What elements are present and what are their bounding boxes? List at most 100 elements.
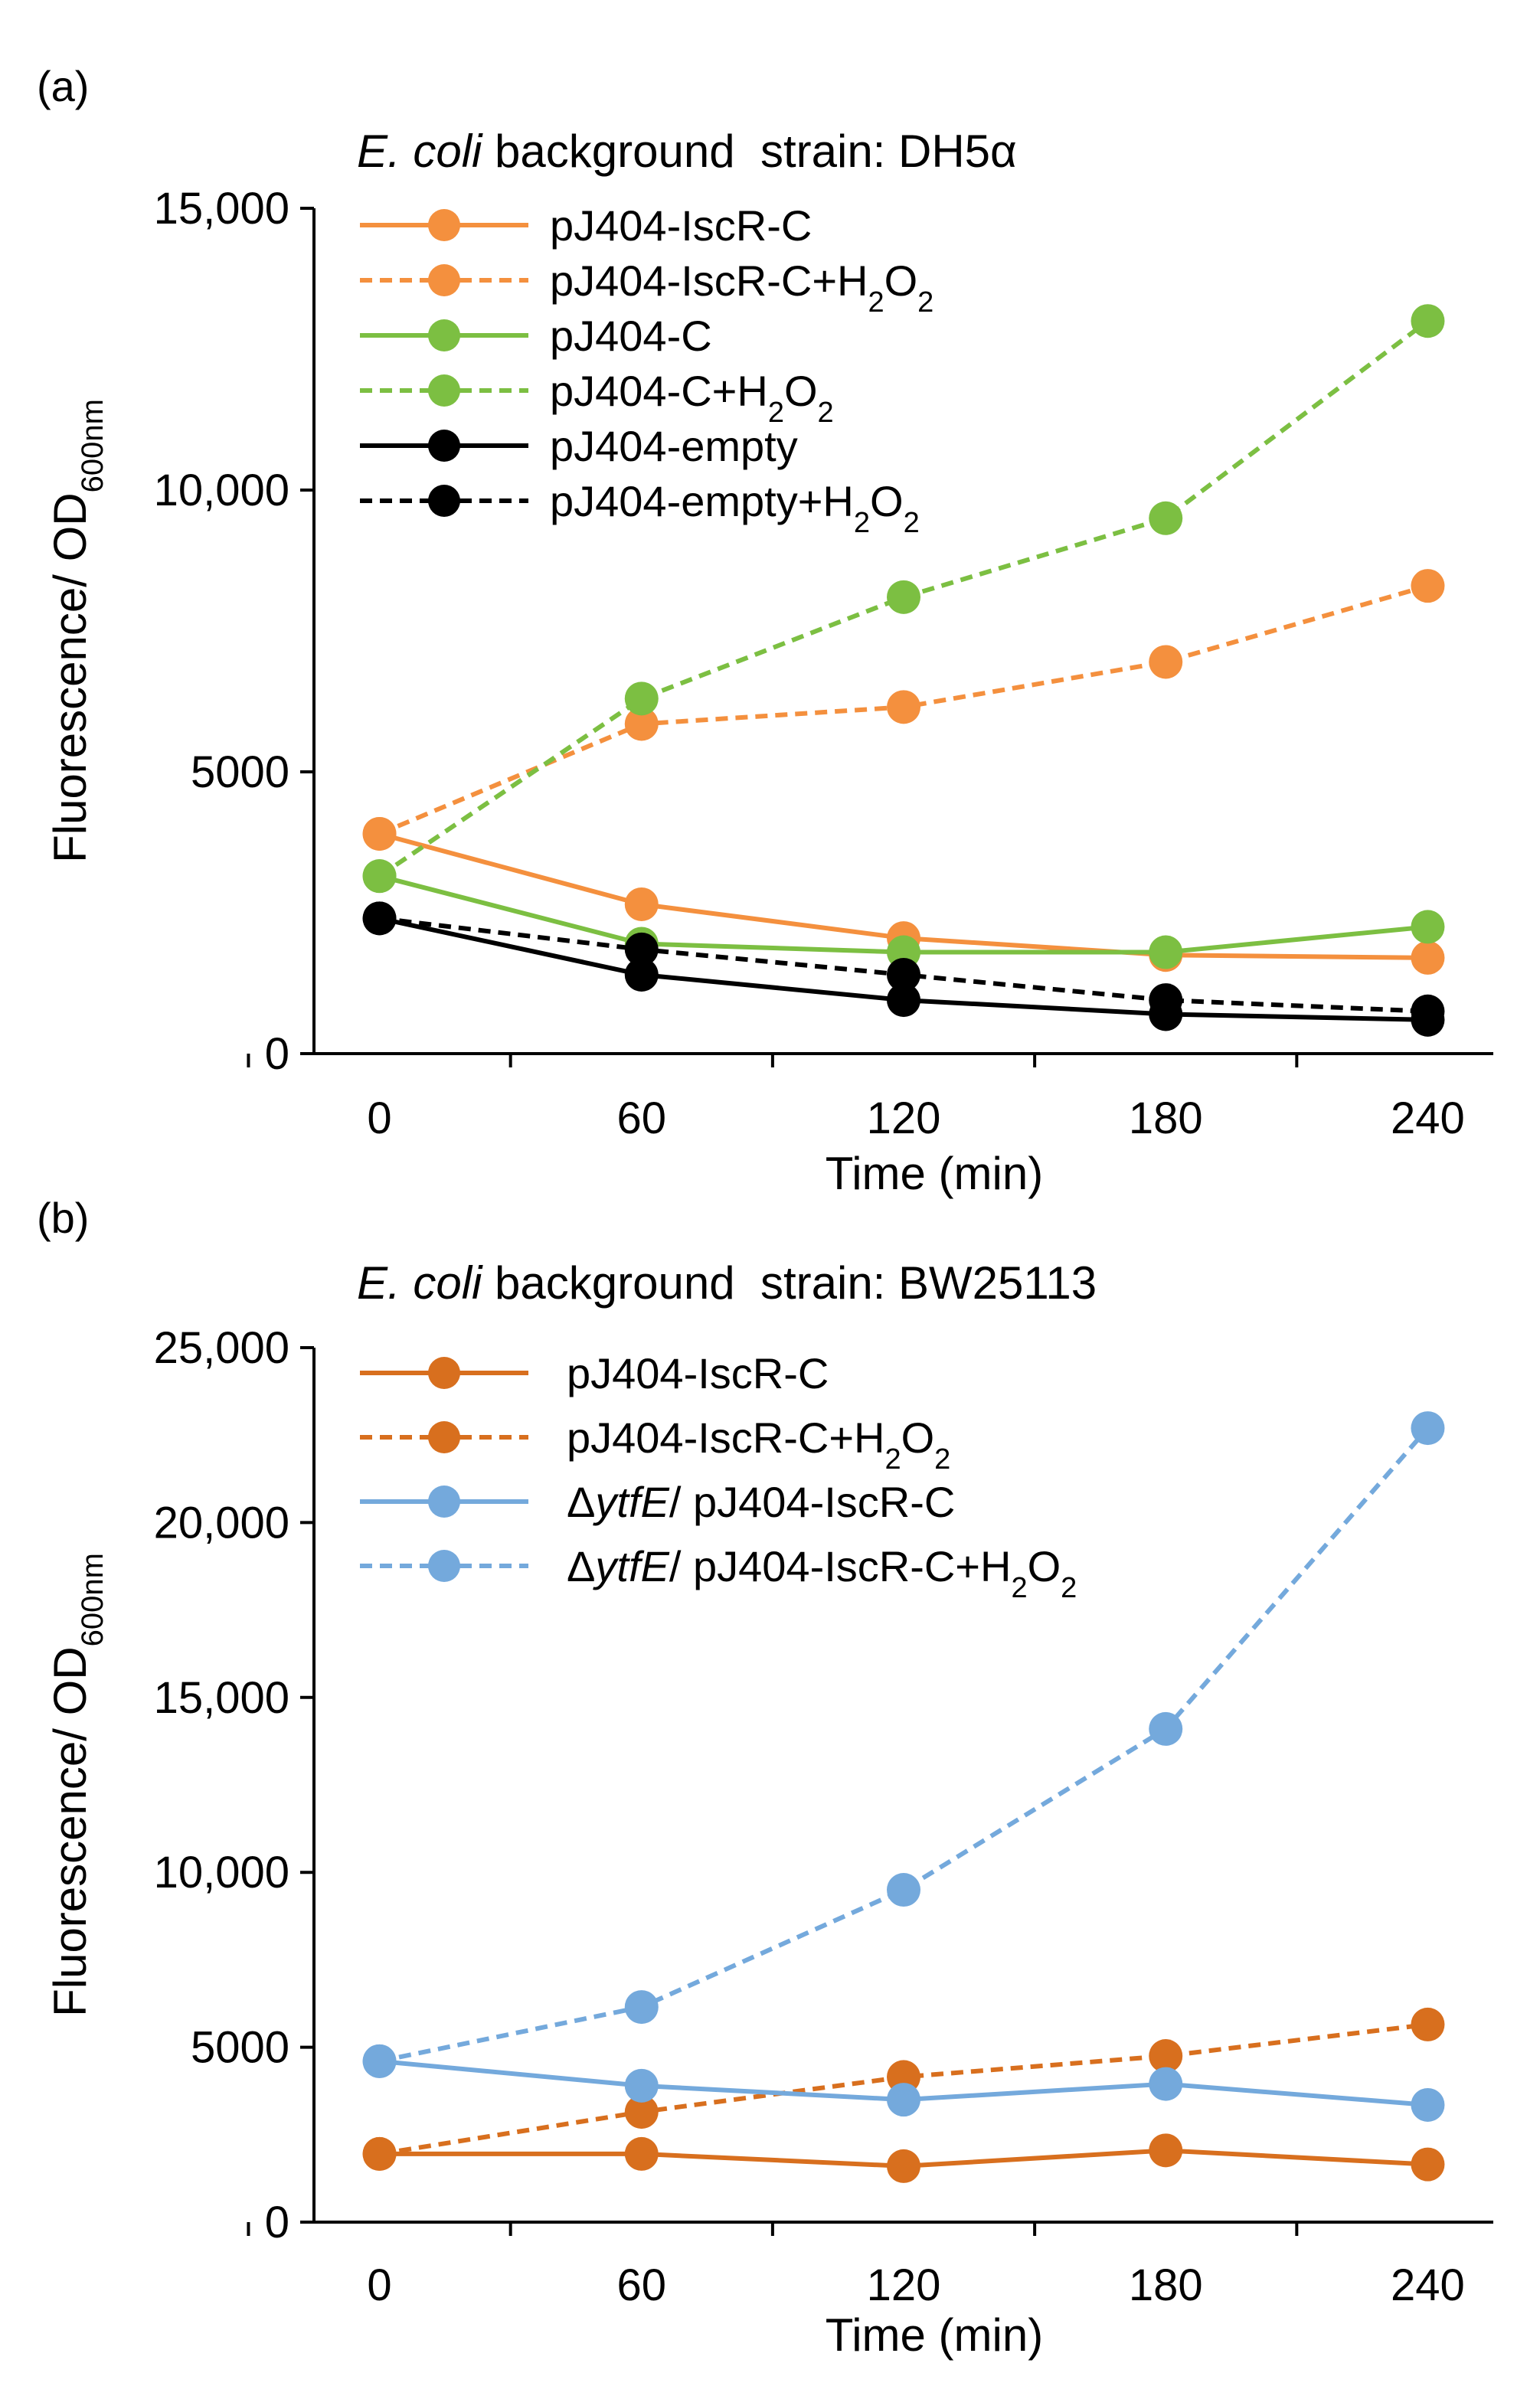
legend-label-part: O <box>901 1414 935 1462</box>
legend-label-part: O <box>784 367 818 415</box>
chart-panel-a: (a) E. coli background strain: DH5α 0 5000 1… <box>37 62 1493 1199</box>
data-point <box>1411 910 1445 944</box>
legend-label-part: 2 <box>904 507 920 539</box>
legend-label: pJ404-IscR-C <box>550 201 812 250</box>
chart-panel-b: (b) E. coli background strain: BW25113 0 50… <box>37 1194 1493 2361</box>
series-3 <box>362 304 1445 894</box>
data-point <box>887 580 920 614</box>
data-point <box>1149 1711 1183 1746</box>
series-2 <box>362 859 1445 969</box>
x-tick-label: 120 <box>867 2260 941 2310</box>
legend-label-part: 2 <box>934 1443 950 1476</box>
legend-label-part: O <box>1028 1542 1061 1590</box>
data-point <box>1411 2147 1445 2182</box>
legend-label-part: 2 <box>917 286 933 319</box>
legend-label-part: 2 <box>1061 1572 1077 1604</box>
data-point <box>887 983 920 1018</box>
data-point <box>1149 645 1183 679</box>
legend-label: ΔytfE/ pJ404-IscR-C+H2O2 <box>567 1542 1077 1604</box>
y-axis-label-main: Fluorescence/ OD <box>44 492 96 863</box>
legend-label-part: O <box>870 477 904 525</box>
data-point <box>887 2083 920 2117</box>
y-axis-label: Fluorescence/ OD600nm <box>44 1553 110 2017</box>
data-point <box>362 859 397 894</box>
legend-marker <box>428 319 460 351</box>
panel-label: (a) <box>37 62 89 110</box>
legend-label-part: pJ404-IscR-C+H <box>550 257 868 305</box>
panel-label: (b) <box>37 1194 89 1242</box>
chart-title-species: E. coli <box>357 1257 483 1309</box>
legend-label-part: pJ404-IscR-C <box>567 1349 829 1397</box>
legend-label-part: / pJ404-IscR-C <box>669 1478 955 1526</box>
legend-label-part: 2 <box>1011 1572 1027 1604</box>
data-point <box>1149 2067 1183 2101</box>
legend-marker <box>428 1357 460 1389</box>
data-point <box>1149 983 1183 1018</box>
data-point <box>624 2095 659 2129</box>
data-point <box>1411 304 1445 338</box>
y-tick-label: 5000 <box>191 2023 289 2073</box>
x-tick-label: 60 <box>617 1093 667 1143</box>
data-point <box>1149 935 1183 969</box>
series-0 <box>362 2133 1445 2183</box>
legend-label-part: pJ404-C+H <box>550 367 768 415</box>
data-point <box>624 2068 659 2103</box>
legend-label-part: Δ <box>567 1542 595 1590</box>
y-tick-label: 20,000 <box>154 1498 289 1548</box>
chart-title-species: E. coli <box>357 126 483 177</box>
legend-label-part: ytfE <box>592 1542 669 1590</box>
legend-label-part: 2 <box>884 1443 901 1476</box>
data-point <box>887 957 920 992</box>
data-point <box>624 707 659 741</box>
legend-label-part: 2 <box>868 286 884 319</box>
legend-marker <box>428 209 460 241</box>
legend-marker <box>428 374 460 407</box>
y-tick-label: 15,000 <box>154 1673 289 1723</box>
legend-label-part: ytfE <box>592 1478 669 1526</box>
data-point <box>887 690 920 724</box>
legend-label-part: pJ404-IscR-C <box>550 201 812 250</box>
data-point <box>624 681 659 716</box>
legend-label-part: Δ <box>567 1478 595 1526</box>
x-axis-label: Time (min) <box>826 1148 1043 1199</box>
y-axis-label-sub: 600nm <box>76 1553 110 1646</box>
legend-label-part: / pJ404-IscR-C+H <box>669 1542 1012 1590</box>
data-point <box>1411 569 1445 603</box>
data-point <box>1411 2007 1445 2041</box>
data-point <box>362 2136 397 2171</box>
x-tick-label: 240 <box>1391 1093 1465 1143</box>
x-tick-label: 60 <box>617 2260 667 2310</box>
legend-marker <box>428 264 460 296</box>
data-point <box>624 887 659 921</box>
chart-title: E. coli background strain: DH5α <box>357 126 1017 177</box>
legend-marker <box>428 1550 460 1582</box>
legend-label: pJ404-empty <box>550 422 798 470</box>
y-tick-label: 5000 <box>191 747 289 797</box>
data-point <box>624 1990 659 2025</box>
y-tick-label: 0 <box>265 2198 289 2247</box>
series-5 <box>362 901 1445 1028</box>
y-tick-label: 15,000 <box>154 184 289 234</box>
legend-label-part: pJ404-empty+H <box>550 477 854 525</box>
x-tick-label: 240 <box>1391 2260 1465 2310</box>
legend-label-part: 2 <box>768 397 784 429</box>
data-point <box>362 816 397 851</box>
legend-label: pJ404-C+H2O2 <box>550 367 834 429</box>
chart-title-strain: background strain: DH5α <box>482 126 1016 177</box>
legend-marker <box>428 485 460 517</box>
series-1 <box>362 569 1445 851</box>
legend-label-part: pJ404-empty <box>550 422 798 470</box>
legend-label: pJ404-IscR-C+H2O2 <box>550 257 933 319</box>
data-point <box>1149 501 1183 535</box>
x-tick-label: 180 <box>1129 2260 1203 2310</box>
legend-label: pJ404-IscR-C+H2O2 <box>567 1414 950 1476</box>
legend-marker <box>428 1421 460 1453</box>
chart-title-strain: background strain: BW25113 <box>482 1257 1097 1309</box>
x-tick-label: 120 <box>867 1093 941 1143</box>
legend: pJ404-IscR-CpJ404-IscR-C+H2O2pJ404-CpJ40… <box>360 201 933 539</box>
y-tick-label: 10,000 <box>154 466 289 515</box>
chart-title: E. coli background strain: BW25113 <box>357 1257 1097 1309</box>
legend-label-part: 2 <box>818 397 834 429</box>
legend-label: pJ404-C <box>550 312 712 360</box>
